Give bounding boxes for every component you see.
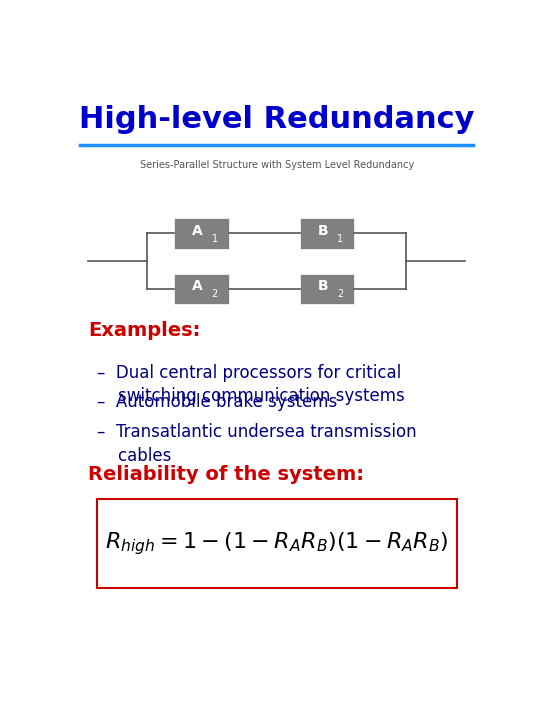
FancyBboxPatch shape	[300, 274, 354, 304]
Text: 1: 1	[338, 234, 343, 244]
FancyBboxPatch shape	[97, 500, 457, 588]
Text: High-level Redundancy: High-level Redundancy	[79, 105, 475, 134]
Text: Series-Parallel Structure with System Level Redundancy: Series-Parallel Structure with System Le…	[140, 160, 414, 170]
Text: –  Transatlantic undersea transmission
    cables: – Transatlantic undersea transmission ca…	[97, 423, 416, 465]
Text: 2: 2	[212, 289, 218, 300]
FancyBboxPatch shape	[174, 274, 228, 304]
Text: 1: 1	[212, 234, 218, 244]
Text: B: B	[318, 223, 328, 238]
Text: Reliability of the system:: Reliability of the system:	[89, 465, 364, 484]
Text: $R_{high} = 1-(1-R_A R_B)(1-R_A R_B)$: $R_{high} = 1-(1-R_A R_B)(1-R_A R_B)$	[105, 531, 448, 557]
Text: –  Automobile brake systems: – Automobile brake systems	[97, 393, 337, 411]
Text: A: A	[192, 223, 202, 238]
Text: 2: 2	[338, 289, 343, 300]
FancyBboxPatch shape	[300, 218, 354, 248]
FancyBboxPatch shape	[174, 218, 228, 248]
Text: Examples:: Examples:	[89, 321, 201, 340]
Text: B: B	[318, 279, 328, 293]
Text: –  Dual central processors for critical
    switching communication systems: – Dual central processors for critical s…	[97, 364, 404, 405]
Text: A: A	[192, 279, 202, 293]
